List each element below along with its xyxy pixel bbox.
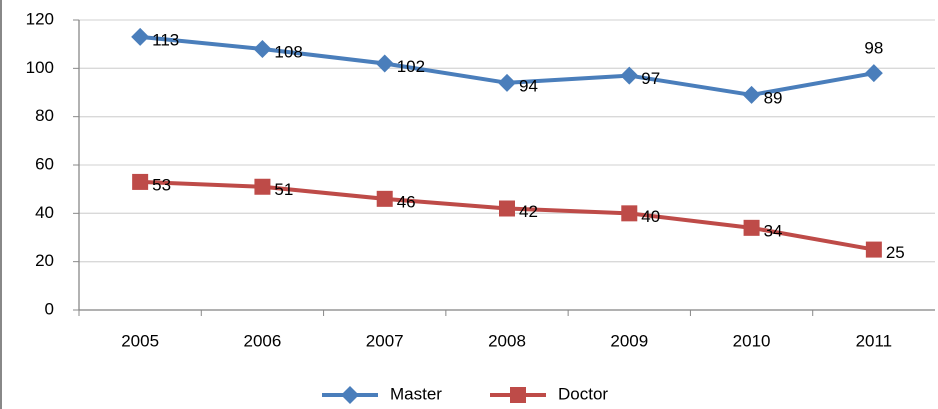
y-tick-label: 80 [35,106,54,125]
marker [376,190,393,207]
data-label: 89 [764,88,783,107]
marker [743,219,760,236]
marker [498,73,516,92]
data-label: 98 [864,39,883,58]
data-label: 53 [152,175,171,194]
legend-label: Doctor [558,384,608,403]
legend-label: Master [390,384,442,403]
x-tick-label: 2011 [856,331,893,350]
x-tick-label: 2008 [488,331,526,350]
marker [499,200,515,217]
marker [253,40,272,58]
data-label: 97 [641,69,660,88]
y-tick-label: 120 [26,9,54,28]
y-tick-label: 0 [45,299,54,318]
data-label: 25 [886,243,905,262]
marker [742,85,761,104]
x-tick-label: 2010 [733,331,771,350]
data-label: 34 [764,221,783,240]
x-tick-label: 2009 [610,331,648,350]
marker [865,241,882,258]
data-label: 102 [397,57,425,76]
data-label: 40 [641,207,660,226]
marker [621,205,638,222]
marker [132,173,149,190]
marker [341,386,359,404]
y-tick-label: 60 [35,154,54,173]
data-label: 108 [274,42,302,61]
x-tick-label: 2007 [366,331,404,350]
y-tick-label: 20 [35,251,54,270]
data-label: 42 [519,202,538,221]
y-tick-label: 100 [26,58,54,77]
x-tick-label: 2005 [121,331,159,350]
marker [254,178,271,195]
x-tick-label: 2006 [244,331,282,350]
marker [620,66,639,85]
marker [510,387,526,403]
data-label: 51 [274,180,293,199]
data-label: 113 [152,30,179,49]
marker [131,27,150,46]
y-tick-label: 40 [35,203,54,222]
marker [375,54,394,73]
marker [864,64,883,83]
data-label: 46 [397,192,416,211]
data-label: 94 [519,76,538,95]
